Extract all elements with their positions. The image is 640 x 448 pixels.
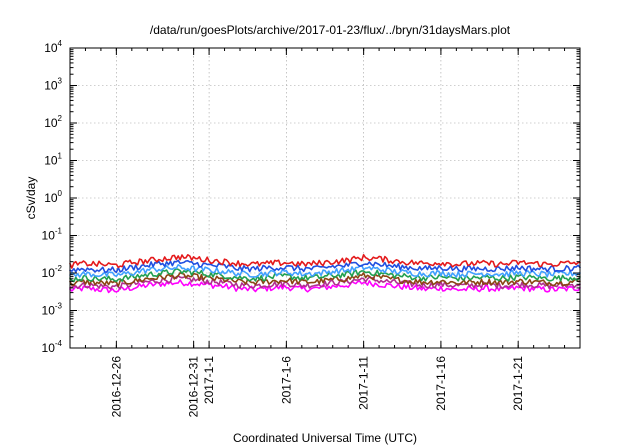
x-tick-label: 2017-1-1: [202, 356, 216, 404]
x-tick-label: 2017-1-21: [511, 356, 525, 411]
grid: [70, 48, 580, 348]
y-tick-label: 10-1: [42, 227, 63, 243]
series-group: [69, 254, 581, 294]
series-line: [69, 275, 581, 290]
series-line: [69, 264, 581, 278]
series-line: [69, 259, 581, 274]
y-tick-label: 100: [44, 189, 62, 205]
y-tick-label: 10-4: [42, 339, 63, 355]
chart-title: /data/run/goesPlots/archive/2017-01-23/f…: [150, 23, 511, 37]
y-tick-label: 10-3: [42, 302, 63, 318]
y-tick-label: 103: [44, 77, 62, 93]
y-tick-label: 102: [44, 114, 62, 130]
series-line: [69, 279, 581, 294]
y-tick-label: 101: [44, 152, 62, 168]
y-tick-label: 10-2: [42, 264, 63, 280]
x-axis-label: Coordinated Universal Time (UTC): [233, 431, 417, 445]
series-line: [69, 268, 581, 283]
x-tick-label: 2016-12-26: [109, 356, 123, 418]
y-tick-label: 104: [44, 39, 62, 55]
x-tick-label: 2016-12-31: [187, 356, 201, 418]
series-line: [69, 254, 581, 269]
x-tick-label: 2017-1-6: [279, 356, 293, 404]
y-axis-label: cSv/day: [24, 177, 38, 220]
x-tick-label: 2017-1-16: [434, 356, 448, 411]
y-axis: 10-4 10-3 10-2 10-1 100 101 102 103 104: [42, 39, 580, 355]
series-line: [69, 272, 581, 287]
x-axis: 2016-12-26 2016-12-31 2017-1-1 2017-1-6 2017…: [69, 48, 581, 418]
x-tick-label: 2017-1-11: [357, 356, 371, 410]
